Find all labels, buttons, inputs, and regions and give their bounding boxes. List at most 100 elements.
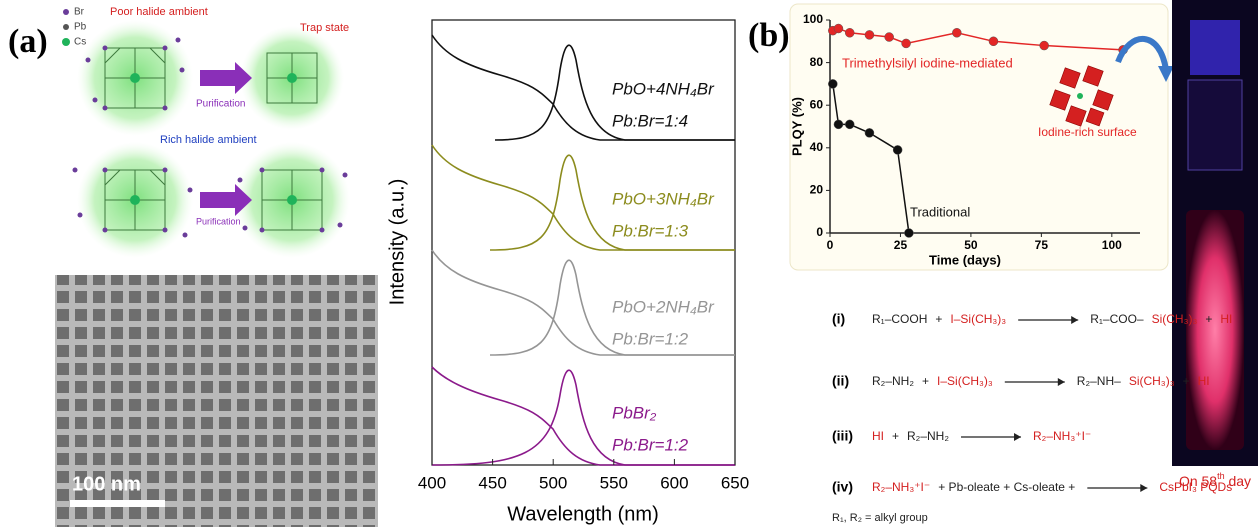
arrow-label: Purification [196,99,245,110]
legend-text: Cs [74,37,86,48]
x-tick-label: 25 [894,238,908,252]
trace-label: PbBr₂ [612,403,657,422]
reaction-term: Si(CH₃)₃ [1152,312,1198,326]
x-axis-label: Time (days) [929,252,1001,267]
x-tick-label: 550 [600,473,628,492]
trace-label: Pb:Br=1:2 [612,435,689,454]
data-point [864,30,875,40]
data-point [864,128,875,138]
reaction-term: R₁–COOH [872,312,927,326]
x-tick-label: 75 [1035,238,1049,252]
y-tick-label: 60 [810,97,824,111]
series-label: Traditional [910,204,970,219]
series-line [832,83,910,234]
data-point [892,145,903,155]
y-tick-label: 100 [803,12,823,26]
reaction-term: I–Si(CH₃)₃ [937,374,993,388]
trace-label: PbO+2NH₄Br [612,297,715,316]
trace-label: Pb:Br=1:2 [612,329,689,348]
scale-label: 100 nm [72,473,141,495]
reaction-label: (i) [832,311,845,327]
reaction-term: I–Si(CH₃)₃ [950,312,1006,326]
data-point [904,228,914,238]
data-point [828,79,838,89]
trace-label: Pb:Br=1:3 [612,221,689,240]
panel-label: (a) [8,23,48,60]
reaction-term: + [1183,374,1190,388]
trace-label: PbO+4NH₄Br [612,79,715,98]
reaction-arrowhead [1071,316,1079,324]
spectrum-trace [431,34,735,141]
x-tick-label: 450 [478,473,506,492]
reaction-arrowhead [1057,378,1065,386]
photo-caption: On 58th day [1179,471,1251,488]
schematic-title: Poor halide ambient [110,6,208,18]
reaction-arrowhead [1140,484,1148,492]
scale-bar [70,500,165,507]
x-tick-label: 650 [721,473,749,492]
annotation: Trap state [300,22,349,34]
y-tick-label: 40 [810,140,824,154]
reaction-term: R₂–NH– [1077,374,1121,388]
reaction-term: CsPbI₃ PQDs [1159,480,1232,494]
reactions: (i) R₁–COOH + I–Si(CH₃)₃ R₁–COO– Si(CH₃)₃ + HI (… [832,311,1232,495]
x-tick-label: 500 [539,473,567,492]
annotation: Iodine-rich surface [1038,125,1137,139]
spectra-chart: Intensity (a.u.) Wavelength (nm) 400 450 5… [386,19,749,525]
legend-text: Br [74,7,85,18]
series-label: Trimethylsilyl iodine-mediated [842,55,1013,70]
legend-text: Pb [74,22,87,33]
arrow [1115,35,1169,71]
trace-label: PbO+3NH₄Br [612,189,715,208]
caption-text: day [1225,473,1251,489]
reaction-term: R₂–NH₃⁺I⁻ [1033,429,1091,443]
reaction-term: + [935,312,942,326]
reaction-term: HI [872,429,884,443]
reaction-term: + [922,374,929,388]
x-tick-label: 0 [827,238,834,252]
data-point [952,28,962,38]
iodine-cubes [1049,65,1114,127]
series-line [832,27,1124,51]
arrow [200,62,252,94]
reaction-term: Si(CH₃)₃ [1129,374,1175,388]
reaction-label: (ii) [832,373,849,389]
reaction-term: + [1205,312,1212,326]
x-tick-label: 400 [418,473,446,492]
y-axis-label: PLQY (%) [789,97,804,156]
arrow-label: Purification [196,216,241,226]
legend-dot [62,38,70,46]
y-tick-label: 0 [816,225,823,239]
reaction-term: + [892,429,899,443]
reaction-term: HI [1198,374,1210,388]
plqy-chart: 0 20 40 60 80 100 0 25 50 75 100 Time (days) PLQY (%… [789,12,1140,267]
y-tick-label: 20 [810,183,824,197]
schematic-legend: Br Pb Cs [62,7,87,48]
data-point [884,32,894,42]
trace-label: Pb:Br=1:4 [612,111,688,130]
tem-image [55,275,378,527]
x-axis-label: Wavelength (nm) [507,503,659,525]
caption-text: On 58 [1179,473,1217,489]
reaction-label: (iii) [832,428,853,444]
legend-dot [63,24,69,30]
reaction-label: (iv) [832,479,853,495]
data-point [1039,40,1049,51]
y-tick-label: 80 [810,55,824,69]
reaction-arrowhead [1014,433,1022,441]
data-point [833,119,844,130]
x-tick-label: 600 [660,473,688,492]
spectrum-trace [431,144,735,251]
data-point [988,36,999,47]
vial-cap [1190,20,1240,75]
reaction-term: + Pb-oleate + Cs-oleate + [938,480,1075,494]
arrow-head [1158,66,1174,82]
data-point [844,119,855,130]
reaction-term: R₁–COO– [1090,312,1144,326]
spectrum-trace [431,249,735,356]
caption-sup: th [1217,471,1225,481]
arrow [200,184,252,216]
data-point [901,38,911,49]
plot-frame [431,19,736,466]
